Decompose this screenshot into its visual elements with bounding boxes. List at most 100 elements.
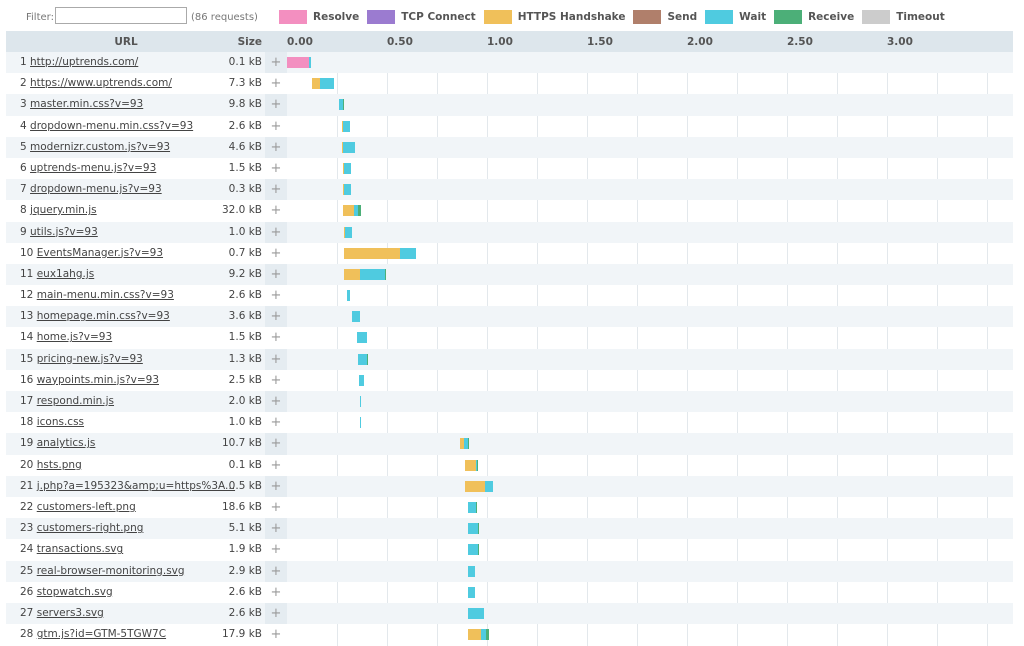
url-column-header[interactable]: URL bbox=[114, 36, 138, 48]
expand-row-button[interactable]: + bbox=[265, 369, 287, 391]
expand-row-button[interactable]: + bbox=[265, 348, 287, 370]
timing-bar[interactable] bbox=[287, 57, 311, 68]
bar-segment-wait bbox=[344, 162, 351, 174]
url-link[interactable]: main-menu.min.css?v=93 bbox=[36, 289, 174, 302]
timing-bar[interactable] bbox=[468, 629, 489, 641]
timing-bar[interactable] bbox=[468, 544, 479, 556]
row-number: 15 bbox=[20, 352, 34, 365]
expand-row-button[interactable]: + bbox=[265, 94, 287, 116]
url-link[interactable]: icons.css bbox=[36, 416, 85, 429]
url-link[interactable]: j.php?a=195323&amp;u=https%3A... bbox=[36, 479, 236, 492]
url-link[interactable]: waypoints.min.js?v=93 bbox=[36, 373, 160, 386]
timing-bar[interactable] bbox=[468, 586, 475, 598]
url-link[interactable]: home.js?v=93 bbox=[36, 331, 113, 344]
expand-row-button[interactable]: + bbox=[265, 391, 287, 413]
expand-row-button[interactable]: + bbox=[265, 496, 287, 519]
timing-bar[interactable] bbox=[468, 523, 479, 535]
url-link[interactable]: https://www.uptrends.com/ bbox=[30, 77, 172, 90]
expand-row-button[interactable]: + bbox=[265, 581, 287, 603]
row-number: 21 bbox=[20, 479, 34, 492]
url-link[interactable]: real-browser-monitoring.svg bbox=[36, 564, 185, 577]
timing-bar[interactable] bbox=[360, 396, 362, 407]
expand-row-button[interactable]: + bbox=[265, 115, 287, 137]
url-link[interactable]: jquery.min.js bbox=[30, 204, 97, 217]
timing-bar[interactable] bbox=[342, 141, 355, 153]
legend-item-tcp: TCP Connect bbox=[367, 10, 476, 24]
url-link[interactable]: analytics.js bbox=[36, 437, 96, 450]
url-link[interactable]: customers-left.png bbox=[36, 500, 136, 513]
legend-label: Wait bbox=[739, 11, 767, 23]
expand-row-button[interactable]: + bbox=[265, 73, 287, 95]
timing-bar[interactable] bbox=[339, 99, 344, 111]
expand-row-button[interactable]: + bbox=[265, 560, 287, 582]
url-link[interactable]: eux1ahg.js bbox=[36, 267, 95, 280]
size-column-header[interactable]: Size bbox=[237, 36, 262, 48]
url-link[interactable]: respond.min.js bbox=[36, 395, 115, 407]
url-link[interactable]: EventsManager.js?v=93 bbox=[36, 246, 164, 259]
expand-row-button[interactable]: + bbox=[265, 518, 287, 540]
expand-row-button[interactable]: + bbox=[265, 200, 287, 222]
timing-bar[interactable] bbox=[344, 247, 416, 259]
timing-bar[interactable] bbox=[460, 438, 469, 450]
url-link[interactable]: dropdown-menu.js?v=93 bbox=[30, 183, 162, 196]
url-link[interactable]: utils.js?v=93 bbox=[30, 225, 98, 238]
expand-row-button[interactable]: + bbox=[265, 433, 287, 455]
url-link[interactable]: transactions.svg bbox=[36, 543, 124, 556]
expand-row-button[interactable]: + bbox=[265, 475, 287, 497]
timing-bar[interactable] bbox=[352, 311, 360, 323]
timing-bar[interactable] bbox=[465, 480, 493, 492]
timing-bar[interactable] bbox=[359, 374, 364, 386]
url-link[interactable]: homepage.min.css?v=93 bbox=[36, 310, 170, 323]
table-row: 1 http://uptrends.com/0.1 kB + bbox=[6, 52, 1013, 74]
bar-segment-receive bbox=[343, 99, 344, 111]
expand-row-button[interactable]: + bbox=[265, 454, 287, 476]
timing-bar[interactable] bbox=[343, 162, 351, 174]
expand-row-button[interactable]: + bbox=[265, 306, 287, 328]
url-link[interactable]: modernizr.custom.js?v=93 bbox=[30, 140, 171, 153]
url-link[interactable]: hsts.png bbox=[36, 458, 82, 471]
timing-bar[interactable] bbox=[344, 226, 352, 238]
timing-bar[interactable] bbox=[465, 459, 478, 471]
timing-bar[interactable] bbox=[468, 565, 475, 577]
url-link[interactable]: pricing-new.js?v=93 bbox=[36, 352, 143, 365]
expand-row-button[interactable]: + bbox=[265, 412, 287, 434]
timing-bar[interactable] bbox=[342, 120, 350, 132]
expand-row-button[interactable]: + bbox=[265, 624, 287, 646]
table-row: 28 gtm.js?id=GTM-5TGW7C 17.9 kB + bbox=[6, 624, 1013, 646]
expand-row-button[interactable]: + bbox=[265, 539, 287, 561]
url-link[interactable]: dropdown-menu.min.css?v=93 bbox=[30, 119, 194, 132]
expand-row-button[interactable]: + bbox=[265, 263, 287, 286]
url-link[interactable]: stopwatch.svg bbox=[36, 585, 113, 598]
timing-bar[interactable] bbox=[312, 78, 334, 90]
expand-row-button[interactable]: + bbox=[265, 157, 287, 180]
timing-bar[interactable] bbox=[468, 501, 477, 513]
bar-segment-wait bbox=[468, 544, 478, 556]
timing-bar[interactable] bbox=[347, 290, 350, 302]
url-link[interactable]: servers3.svg bbox=[36, 606, 104, 619]
timing-bar[interactable] bbox=[343, 205, 361, 217]
url-link[interactable]: master.min.css?v=93 bbox=[30, 98, 144, 111]
url-link[interactable]: uptrends-menu.js?v=93 bbox=[30, 161, 157, 174]
timing-bar[interactable] bbox=[358, 353, 368, 365]
row-number: 27 bbox=[20, 606, 34, 619]
timing-bar[interactable] bbox=[344, 268, 386, 280]
url-link[interactable]: gtm.js?id=GTM-5TGW7C bbox=[36, 628, 167, 641]
x-tick-label: 0.50 bbox=[387, 36, 413, 48]
url-link[interactable]: customers-right.png bbox=[36, 522, 144, 535]
timing-bar[interactable] bbox=[468, 607, 484, 619]
filter-input[interactable] bbox=[55, 7, 187, 24]
expand-row-button[interactable]: + bbox=[265, 52, 287, 74]
timing-bar[interactable] bbox=[360, 417, 362, 429]
timing-bar[interactable] bbox=[343, 184, 351, 196]
request-count: (86 requests) bbox=[191, 12, 258, 23]
expand-row-button[interactable]: + bbox=[265, 221, 287, 243]
expand-row-button[interactable]: + bbox=[265, 602, 287, 625]
expand-row-button[interactable]: + bbox=[265, 327, 287, 349]
size-cell: 1.0 kB bbox=[228, 225, 262, 238]
timing-bar[interactable] bbox=[357, 332, 367, 344]
expand-row-button[interactable]: + bbox=[265, 285, 287, 307]
expand-row-button[interactable]: + bbox=[265, 179, 287, 201]
url-link[interactable]: http://uptrends.com/ bbox=[30, 56, 139, 68]
expand-row-button[interactable]: + bbox=[265, 242, 287, 264]
expand-row-button[interactable]: + bbox=[265, 136, 287, 158]
